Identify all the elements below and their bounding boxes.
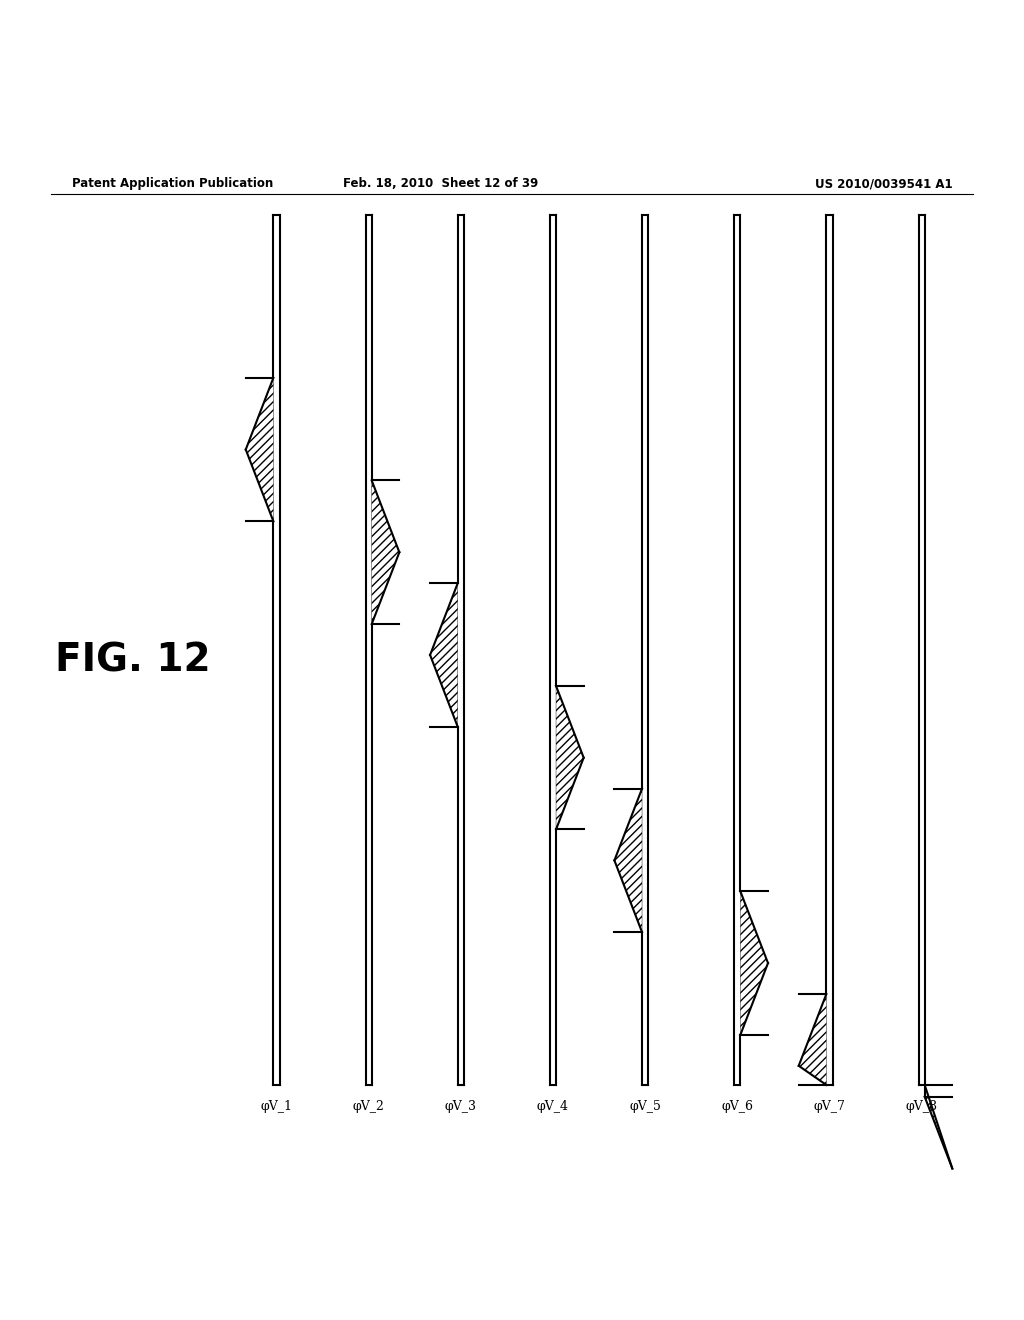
Text: US 2010/0039541 A1: US 2010/0039541 A1 (815, 177, 952, 190)
Text: φV_5: φV_5 (629, 1101, 662, 1113)
Polygon shape (925, 1085, 952, 1168)
Text: φV_2: φV_2 (352, 1101, 385, 1113)
Polygon shape (740, 891, 768, 1035)
Polygon shape (556, 686, 584, 829)
Polygon shape (246, 378, 273, 521)
Text: φV_6: φV_6 (721, 1101, 754, 1113)
Text: φV_1: φV_1 (260, 1101, 293, 1113)
Text: φV_3: φV_3 (444, 1101, 477, 1113)
Text: FIG. 12: FIG. 12 (55, 642, 211, 678)
Polygon shape (372, 480, 399, 624)
Polygon shape (799, 994, 826, 1085)
Text: Feb. 18, 2010  Sheet 12 of 39: Feb. 18, 2010 Sheet 12 of 39 (343, 177, 538, 190)
Polygon shape (614, 788, 642, 932)
Polygon shape (430, 583, 458, 727)
Text: φV_4: φV_4 (537, 1101, 569, 1113)
Text: φV_7: φV_7 (813, 1101, 846, 1113)
Text: Patent Application Publication: Patent Application Publication (72, 177, 273, 190)
Text: φV_8: φV_8 (905, 1101, 938, 1113)
